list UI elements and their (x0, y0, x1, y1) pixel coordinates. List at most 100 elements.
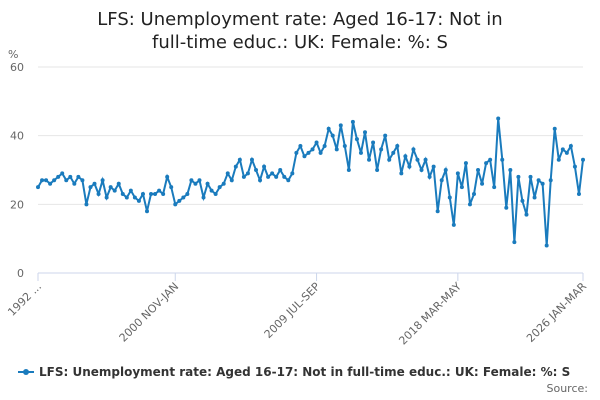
point (282, 174, 287, 179)
point (415, 157, 420, 162)
point (262, 164, 267, 169)
point (508, 168, 513, 172)
point (233, 164, 238, 169)
point (136, 198, 141, 203)
point (431, 164, 436, 169)
y-tick-label: 0 (17, 267, 24, 280)
point (427, 174, 432, 179)
point (399, 171, 404, 176)
point (536, 178, 541, 183)
point (258, 178, 263, 183)
point (64, 178, 69, 183)
y-tick-label: 60 (10, 61, 24, 74)
legend-marker (23, 369, 29, 375)
chart-title: LFS: Unemployment rate: Aged 16-17: Not … (97, 9, 503, 53)
point (520, 198, 525, 203)
point (318, 150, 323, 155)
point (391, 150, 396, 155)
point (459, 185, 464, 190)
point (532, 195, 537, 200)
point (528, 174, 533, 179)
point (354, 137, 359, 142)
point (572, 164, 577, 169)
point (552, 126, 557, 131)
point (157, 188, 162, 193)
point (124, 195, 129, 200)
point (76, 174, 81, 179)
point (153, 192, 158, 197)
x-tick-label: 2000 NOV-JAN (117, 280, 182, 345)
point (476, 168, 481, 172)
source: Source: (547, 382, 589, 395)
point (395, 143, 400, 148)
point (484, 161, 489, 166)
point (403, 154, 408, 159)
point (266, 174, 271, 179)
point (197, 178, 202, 183)
point (185, 192, 190, 197)
point (241, 174, 246, 179)
point (149, 192, 154, 197)
point (104, 195, 109, 200)
point (500, 157, 505, 162)
point (330, 133, 335, 138)
x-tick-label: 2009 JUL-SEP (262, 280, 323, 341)
point (60, 171, 65, 176)
point (463, 161, 468, 166)
x-tick-label: 2018 MAR-MAY (396, 280, 464, 348)
point (455, 171, 460, 176)
point (358, 150, 363, 155)
point (145, 209, 149, 214)
point (496, 116, 501, 121)
point (375, 168, 380, 172)
point (140, 192, 145, 197)
point (548, 178, 553, 183)
point (371, 140, 376, 145)
point (556, 157, 561, 162)
point (447, 195, 452, 200)
point (334, 147, 339, 152)
point (488, 157, 493, 162)
point (52, 178, 57, 183)
x-tick-label: 1992 ... (5, 280, 44, 319)
point (44, 178, 49, 183)
point (165, 174, 170, 179)
point (36, 185, 40, 190)
point (84, 202, 89, 207)
point (286, 178, 291, 183)
point (524, 212, 529, 217)
point (201, 195, 206, 200)
point (92, 181, 97, 186)
series-line (37, 118, 584, 246)
point (472, 192, 476, 197)
point (116, 181, 121, 186)
point (338, 123, 343, 128)
point (274, 174, 279, 179)
point (346, 168, 351, 172)
point (302, 154, 307, 159)
point (294, 150, 299, 155)
point (290, 171, 295, 176)
point (161, 192, 166, 197)
y-axis-label: % (8, 48, 18, 61)
point (40, 178, 45, 183)
point (367, 157, 372, 162)
point (56, 174, 61, 179)
point (278, 168, 283, 172)
point (229, 178, 234, 183)
point (100, 178, 105, 183)
point (128, 188, 133, 193)
point (68, 174, 73, 179)
point (96, 192, 101, 197)
point (544, 243, 549, 248)
point (245, 171, 250, 176)
point (48, 181, 53, 186)
point (237, 157, 242, 162)
point (512, 240, 517, 245)
point (205, 181, 210, 186)
y-tick-label: 20 (10, 198, 24, 211)
point (189, 178, 194, 183)
point (322, 143, 327, 148)
